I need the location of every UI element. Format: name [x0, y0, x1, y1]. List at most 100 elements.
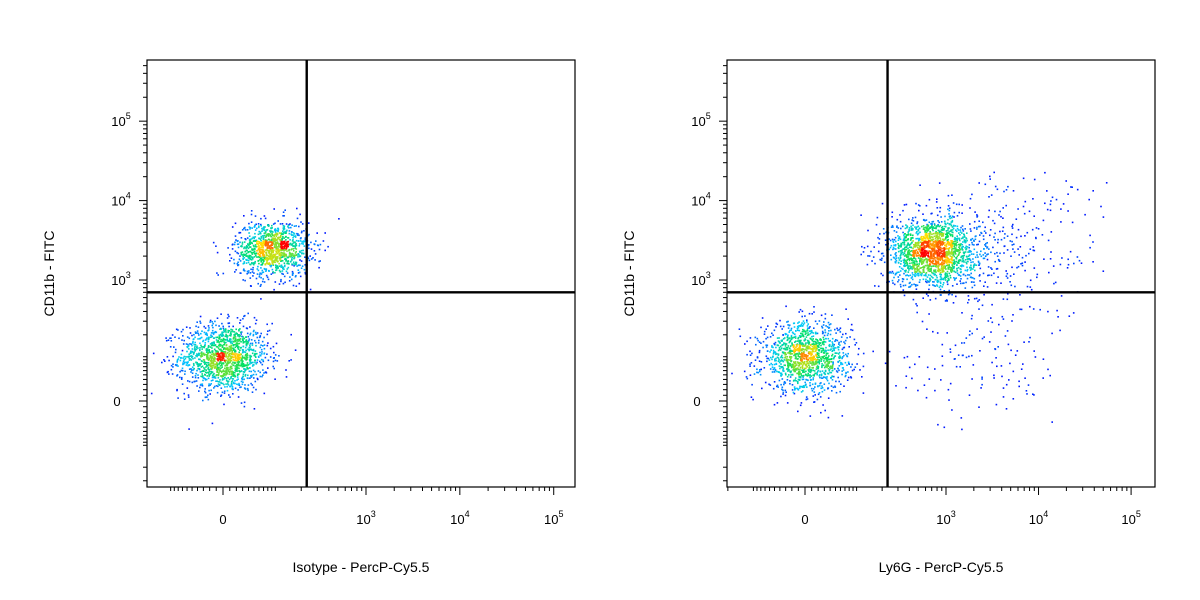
event-dot — [951, 229, 954, 231]
event-dot — [901, 225, 904, 228]
event-dot — [889, 239, 892, 242]
event-dot — [299, 259, 301, 261]
event-dot — [980, 250, 982, 253]
event-dot — [907, 231, 909, 233]
event-dot — [241, 361, 243, 363]
event-dot — [284, 240, 286, 243]
event-dot — [205, 366, 207, 368]
quadrant-gate[interactable] — [147, 60, 575, 487]
event-dot — [909, 285, 912, 287]
event-dot — [765, 328, 767, 330]
event-dot — [789, 329, 791, 332]
event-dot — [254, 236, 257, 238]
event-dot — [826, 352, 828, 355]
event-dot — [918, 356, 921, 358]
event-dot — [210, 358, 213, 361]
event-dot — [273, 367, 275, 370]
event-dot — [280, 260, 282, 262]
y-tick-label: 0 — [113, 394, 120, 409]
event-dot — [284, 230, 286, 233]
event-dot — [245, 342, 248, 345]
event-dot — [861, 376, 863, 378]
event-dot — [820, 314, 823, 317]
event-dot — [799, 343, 801, 345]
event-dot — [225, 367, 228, 369]
event-dot — [197, 338, 199, 340]
event-dot — [319, 243, 322, 246]
event-dot — [912, 220, 915, 222]
event-dot — [987, 320, 990, 322]
event-dot — [278, 238, 281, 241]
event-dot — [232, 330, 234, 333]
event-dot — [816, 353, 818, 356]
event-dot — [779, 342, 781, 344]
event-dot — [202, 377, 205, 379]
event-dot — [1060, 221, 1062, 223]
event-dot — [835, 332, 837, 334]
event-dot — [272, 253, 275, 256]
event-dot — [967, 258, 970, 260]
event-dot — [937, 280, 940, 283]
event-dot — [217, 352, 219, 354]
event-dot — [817, 366, 820, 368]
event-dot — [235, 363, 238, 366]
event-dot — [745, 376, 748, 378]
event-dot — [190, 343, 193, 345]
event-dot — [906, 259, 908, 261]
event-dot — [812, 377, 815, 379]
event-dot — [188, 337, 191, 340]
event-dot — [225, 355, 228, 358]
event-dot — [793, 392, 796, 395]
event-dot — [217, 385, 219, 388]
event-dot — [181, 339, 183, 341]
event-dot — [233, 359, 236, 362]
event-dot — [263, 392, 266, 395]
event-dot — [834, 385, 836, 388]
event-dot — [890, 226, 893, 228]
event-dot — [828, 345, 831, 348]
event-dot — [208, 358, 211, 361]
event-dot — [259, 272, 261, 274]
event-dot — [1044, 171, 1046, 174]
y-tick-label: 104 — [111, 191, 130, 209]
event-dot — [906, 278, 908, 281]
event-dot — [907, 271, 910, 273]
event-dot — [1002, 318, 1005, 320]
event-dot — [773, 352, 775, 355]
event-dot — [919, 238, 921, 241]
event-dot — [245, 254, 247, 256]
event-dot — [801, 315, 803, 318]
event-dot — [225, 339, 227, 341]
event-dot — [282, 233, 284, 235]
event-dot — [979, 274, 981, 276]
event-dot — [928, 378, 931, 380]
event-dot — [238, 351, 240, 354]
event-dot — [286, 256, 289, 259]
event-dot — [932, 277, 934, 279]
event-dot — [946, 270, 949, 273]
event-dot — [1029, 305, 1031, 308]
event-dot — [273, 249, 275, 252]
event-dot — [877, 236, 879, 239]
event-dot — [258, 226, 260, 229]
event-dot — [230, 330, 232, 333]
event-dot — [253, 408, 256, 410]
event-dot — [230, 357, 233, 360]
event-dot — [973, 264, 975, 267]
event-dot — [222, 382, 224, 385]
event-dot — [926, 281, 928, 284]
event-dot — [916, 284, 919, 287]
event-dot — [195, 355, 197, 357]
event-dot — [229, 338, 231, 340]
event-dot — [775, 346, 777, 349]
event-dot — [939, 278, 942, 281]
event-dot — [239, 386, 241, 389]
event-dot — [822, 340, 824, 343]
dot-cloud — [150, 207, 340, 430]
event-dot — [213, 348, 216, 351]
event-dot — [1035, 236, 1037, 239]
event-dot — [248, 338, 251, 340]
event-dot — [231, 243, 234, 246]
event-dot — [929, 277, 931, 280]
event-dot — [281, 223, 284, 225]
